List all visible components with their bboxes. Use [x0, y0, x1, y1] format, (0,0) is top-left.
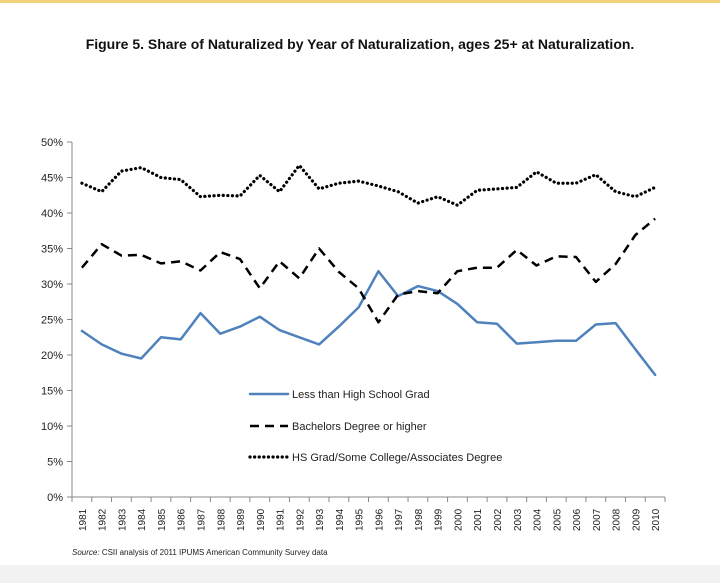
- x-tick-label: 2000: [453, 508, 464, 531]
- legend-label: Less than High School Grad: [292, 389, 430, 401]
- x-tick-label: 1983: [117, 508, 128, 531]
- x-tick-label: 2008: [612, 508, 623, 531]
- x-tick-label: 1995: [355, 508, 366, 531]
- x-tick-label: 2005: [552, 508, 563, 531]
- y-tick-label: 20%: [41, 350, 63, 362]
- x-tick-label: 1996: [374, 508, 385, 531]
- x-tick-label: 1981: [78, 508, 89, 531]
- x-tick-label: 1989: [236, 508, 247, 531]
- x-tick-label: 1991: [276, 508, 287, 531]
- y-tick-labels: 0% 5% 10% 15% 20% 25% 30% 35% 40% 45% 50%: [41, 137, 63, 504]
- y-tick-label: 25%: [41, 315, 63, 327]
- axes: [67, 141, 666, 502]
- x-tick-labels: 1981 1982 1983 1984 1985 1986 1987 1988 1989 1990…: [78, 508, 662, 531]
- y-tick-label: 5%: [47, 457, 63, 469]
- series-lines: [80, 163, 657, 377]
- x-tick-label: 1984: [137, 508, 148, 531]
- x-tick-label: 2006: [572, 508, 583, 531]
- x-tick-label: 1997: [394, 508, 405, 531]
- x-tick-label: 1993: [315, 508, 326, 531]
- x-tick-label: 2007: [592, 508, 603, 531]
- chart-title: Figure 5. Share of Naturalized by Year o…: [85, 36, 635, 52]
- y-tick-label: 45%: [41, 173, 63, 185]
- x-tick-label: 2009: [631, 508, 642, 531]
- y-tick-label: 35%: [41, 244, 63, 256]
- bottom-band: [0, 565, 720, 583]
- y-tick-label: 50%: [41, 137, 63, 149]
- x-tick-label: 1986: [177, 508, 188, 531]
- x-tick-label: 2001: [473, 508, 484, 531]
- x-tick-label: 2004: [533, 508, 544, 531]
- x-tick-label: 1998: [414, 508, 425, 531]
- y-tick-label: 10%: [41, 421, 63, 433]
- x-tick-label: 1985: [157, 508, 168, 531]
- x-tick-label: 1994: [335, 508, 346, 531]
- top-border: [0, 0, 720, 3]
- series-line-dotted: [80, 163, 657, 207]
- source-note: Source: CSII analysis of 2011 IPUMS Amer…: [72, 548, 328, 557]
- y-tick-label: 0%: [47, 492, 63, 504]
- x-tick-label: 1999: [434, 508, 445, 531]
- x-tick-label: 1988: [216, 508, 227, 531]
- source-label: Source:: [72, 548, 100, 557]
- x-tick-label: 1987: [196, 508, 207, 531]
- legend-label: HS Grad/Some College/Associates Degree: [292, 452, 502, 464]
- x-tick-label: 2003: [513, 508, 524, 531]
- legend-label: Bachelors Degree or higher: [292, 421, 427, 433]
- x-tick-label: 2010: [651, 508, 662, 531]
- y-tick-label: 30%: [41, 279, 63, 291]
- series-line-solid: [80, 269, 657, 377]
- x-tick-label: 1982: [98, 508, 109, 531]
- legend: Less than High School Grad Bachelors Degr…: [248, 389, 502, 464]
- source-text: CSII analysis of 2011 IPUMS American Com…: [101, 548, 328, 557]
- series-line-dashed: [80, 217, 656, 324]
- x-tick-label: 1992: [295, 508, 306, 531]
- y-tick-label: 40%: [41, 208, 63, 220]
- y-tick-label: 15%: [41, 386, 63, 398]
- x-tick-label: 2002: [493, 508, 504, 531]
- x-tick-label: 1990: [256, 508, 267, 531]
